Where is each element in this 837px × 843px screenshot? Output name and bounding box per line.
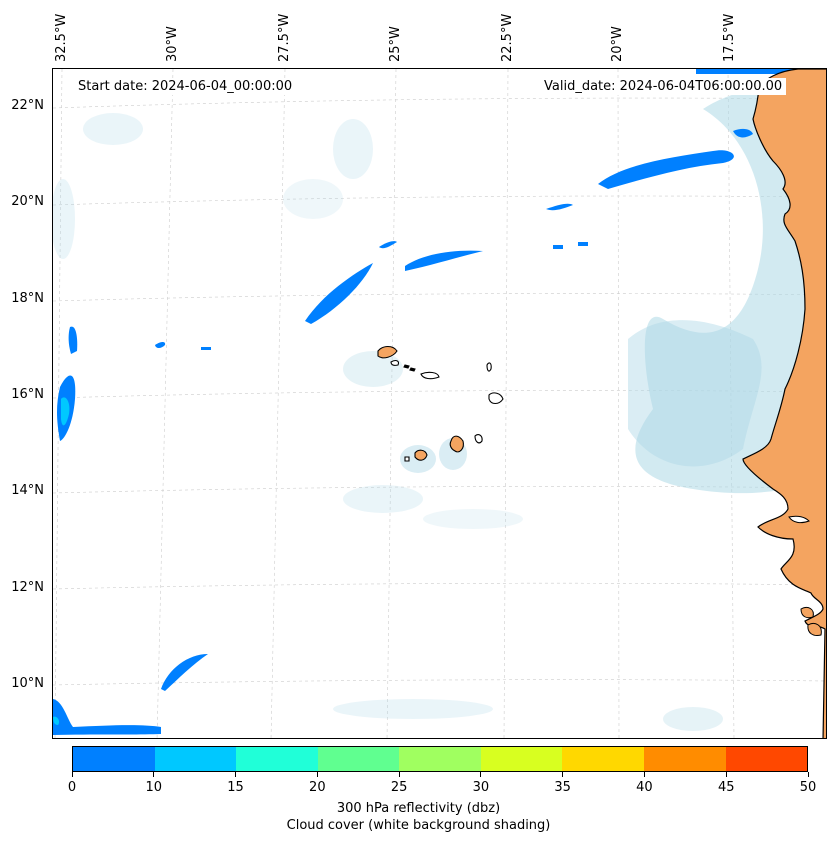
- colorbar-segment: [73, 747, 155, 771]
- colorbar-segment: [562, 747, 644, 771]
- colorbar-tick-label: 15: [227, 780, 244, 795]
- start-date-label: Start date: 2024-06-04_00:00:00: [74, 78, 297, 95]
- lon-label-20w: 20°W: [610, 26, 625, 62]
- cloud-cover-shading: [53, 85, 826, 731]
- lon-label-27-5w: 27.5°W: [277, 13, 292, 62]
- valid-date-label: Valid_date: 2024-06-04T06:00:00.00: [540, 78, 787, 95]
- lon-label-32-5w: 32.5°W: [54, 13, 69, 62]
- lat-label-14n: 14°N: [11, 483, 44, 498]
- lon-label-17-5w: 17.5°W: [722, 13, 737, 62]
- lat-label-16n: 16°N: [11, 387, 44, 402]
- cape-verde-islands: [377, 345, 504, 462]
- colorbar-segment: [236, 747, 318, 771]
- colorbar: [72, 746, 808, 772]
- colorbar-segment: [643, 747, 726, 771]
- colorbar-tick-label: 25: [390, 780, 408, 795]
- colorbar-segment: [725, 747, 808, 771]
- colorbar-tick: [235, 772, 237, 777]
- lat-label-10n: 10°N: [11, 676, 44, 691]
- colorbar-tick-label: 20: [309, 780, 326, 795]
- colorbar-tick-label: 35: [554, 780, 571, 795]
- colorbar-label: 300 hPa reflectivity (dbz): [336, 801, 501, 816]
- colorbar-segment: [154, 747, 237, 771]
- colorbar-tick: [807, 772, 809, 777]
- lat-label-22n: 22°N: [11, 98, 44, 113]
- colorbar-tick: [643, 772, 645, 777]
- colorbar-tick-label: 30: [472, 780, 490, 795]
- colorbar-tick-label: 50: [799, 780, 817, 795]
- colorbar-segment: [317, 747, 400, 771]
- colorbar-tick-label: 40: [636, 780, 653, 795]
- colorbar-tick: [71, 772, 73, 777]
- reflectivity-patches-10-15: [53, 397, 70, 725]
- colorbar-tick-label: 45: [717, 780, 735, 795]
- colorbar-tick-label: 0: [67, 780, 77, 795]
- colorbar-tick: [480, 772, 482, 777]
- lat-label-18n: 18°N: [11, 291, 44, 306]
- lat-label-20n: 20°N: [11, 194, 44, 209]
- colorbar-segment: [399, 747, 481, 771]
- colorbar-sublabel: Cloud cover (white background shading): [286, 818, 551, 833]
- colorbar-tick-label: 10: [145, 780, 163, 795]
- map-canvas: [53, 69, 826, 738]
- colorbar-tick: [398, 772, 400, 777]
- colorbar-tick: [562, 772, 564, 777]
- reflectivity-patches: [53, 69, 826, 735]
- lon-label-22-5w: 22.5°W: [500, 13, 515, 62]
- lon-label-30w: 30°W: [165, 26, 180, 62]
- colorbar-tick: [316, 772, 318, 777]
- colorbar-segment: [480, 747, 563, 771]
- map-panel: [52, 68, 827, 739]
- lat-label-12n: 12°N: [11, 580, 44, 595]
- africa-landmass: [742, 69, 826, 738]
- colorbar-tick: [725, 772, 727, 777]
- colorbar-tick: [153, 772, 155, 777]
- lon-label-25w: 25°W: [388, 26, 403, 62]
